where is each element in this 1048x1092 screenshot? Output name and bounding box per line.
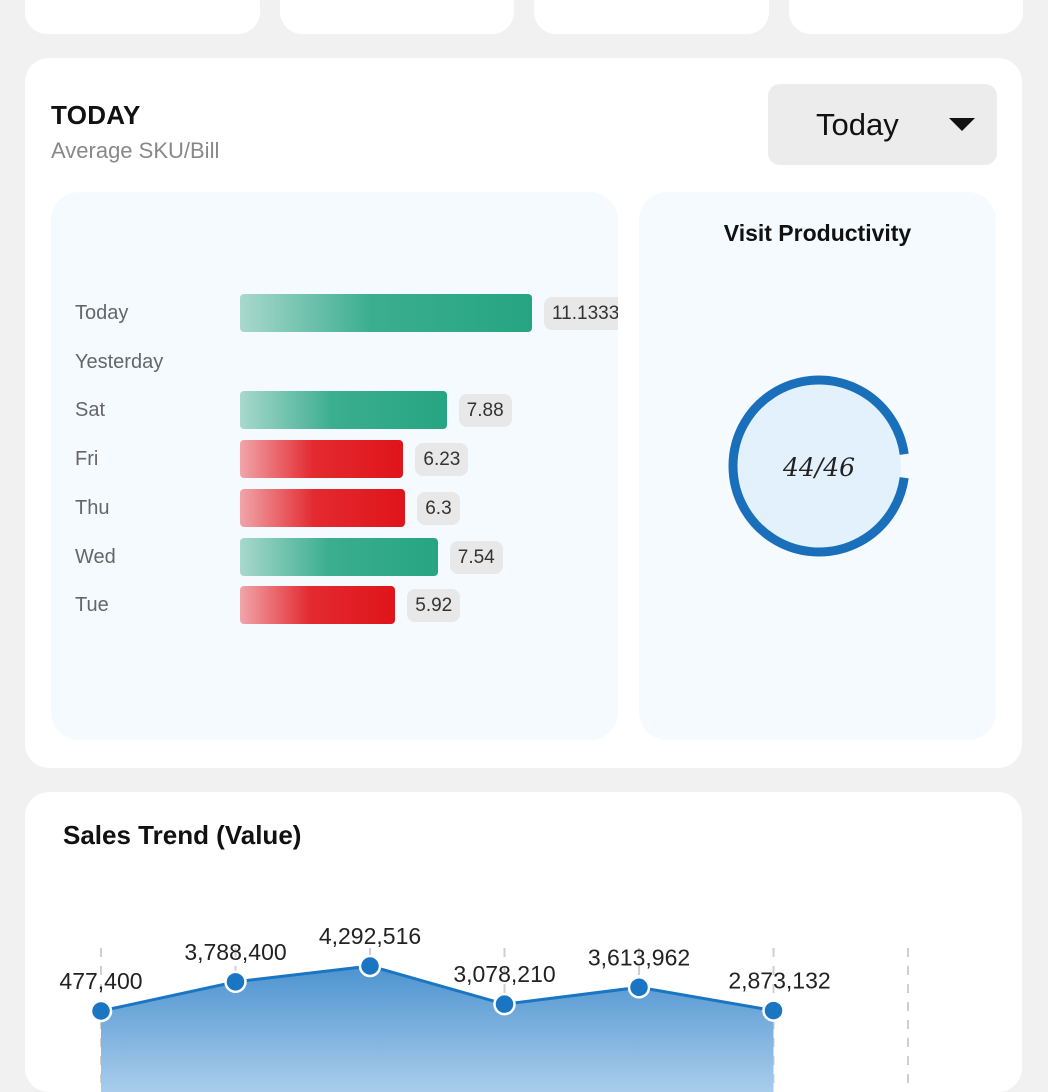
caret-down-icon — [949, 118, 975, 131]
card-title: TODAY — [51, 100, 141, 130]
card-subtitle: Average SKU/Bill — [51, 138, 220, 163]
bar-category-label: Wed — [75, 545, 116, 568]
bar-row: Sat 7.88 — [51, 391, 618, 430]
sales-trend-chart: 477,400 3,788,400 4,292,516 3,078,210 3,613,… — [59, 923, 909, 1092]
visit-productivity-ring: 44/46 — [728, 375, 909, 557]
bar-category-label: Tue — [75, 594, 109, 617]
bar-category-label: Sat — [75, 399, 106, 422]
bar-category-label: Today — [75, 302, 129, 324]
bar[interactable] — [240, 391, 447, 430]
sales-trend-title: Sales Trend (Value) — [63, 820, 302, 850]
bar-row: Fri 6.23 — [51, 440, 618, 479]
bar-row: Tue 5.92 — [51, 586, 618, 625]
bar-value-label: 11.1333 — [544, 297, 618, 330]
bar-row: Today 11.1333 — [51, 294, 618, 332]
bar-category-label: Yesterday — [75, 350, 164, 373]
data-point[interactable] — [762, 999, 785, 1022]
top-summary-cards — [25, 0, 1023, 34]
data-point[interactable] — [493, 992, 516, 1016]
bar-value-label: 6.23 — [415, 443, 469, 477]
bar-value-label: 5.92 — [407, 589, 461, 623]
visit-productivity-panel: Visit Productivity 44/46 — [639, 192, 996, 740]
summary-card[interactable] — [534, 0, 769, 34]
visit-productivity-value: 44/46 — [782, 453, 855, 482]
data-point-label: 3,613,962 — [588, 944, 690, 970]
bar-value-label: 7.88 — [458, 394, 512, 428]
bar-value-label: 7.54 — [449, 540, 503, 574]
bar-category-label: Thu — [75, 496, 110, 519]
data-point-label: 3,788,400 — [184, 939, 286, 965]
sku-bar-chart: Today 11.1333 Yesterday Sat 7.88 Fri 6.23 Thu 6.… — [51, 192, 618, 740]
period-dropdown[interactable]: Today — [768, 84, 997, 165]
bar-row: Thu 6.3 — [51, 488, 618, 527]
ring-progress-arc — [728, 375, 909, 557]
bar-row: Yesterday — [51, 343, 618, 381]
visit-productivity-title: Visit Productivity — [723, 220, 912, 246]
bar[interactable] — [240, 440, 404, 479]
bar[interactable] — [240, 294, 532, 332]
summary-card[interactable] — [25, 0, 260, 34]
bar[interactable] — [240, 537, 438, 576]
ring-fill — [737, 384, 901, 548]
data-point[interactable] — [224, 970, 247, 994]
summary-card[interactable] — [788, 0, 1023, 34]
bar[interactable] — [240, 488, 406, 527]
data-point-label: 4,292,516 — [319, 923, 421, 949]
data-point[interactable] — [627, 976, 651, 999]
data-point-label: 2,873,132 — [728, 968, 830, 994]
bar-row: Wed 7.54 — [51, 537, 618, 576]
sales-trend-card: Sales Trend (Value) 477,400 3,788,400 4,29… — [25, 792, 1022, 1092]
period-selected-value: Today — [816, 106, 899, 142]
data-point[interactable] — [89, 999, 113, 1023]
summary-card[interactable] — [279, 0, 514, 34]
bar[interactable] — [240, 586, 396, 625]
bar-category-label: Fri — [75, 448, 99, 471]
data-point[interactable] — [358, 954, 382, 978]
data-point-label: 477,400 — [59, 968, 142, 994]
series-line — [100, 964, 774, 1013]
bar-value-label: 6.3 — [417, 491, 460, 525]
sku-per-bill-card: TODAY Average SKU/Bill Today Today 11.133… — [25, 58, 1022, 768]
data-point-label: 3,078,210 — [453, 961, 555, 987]
